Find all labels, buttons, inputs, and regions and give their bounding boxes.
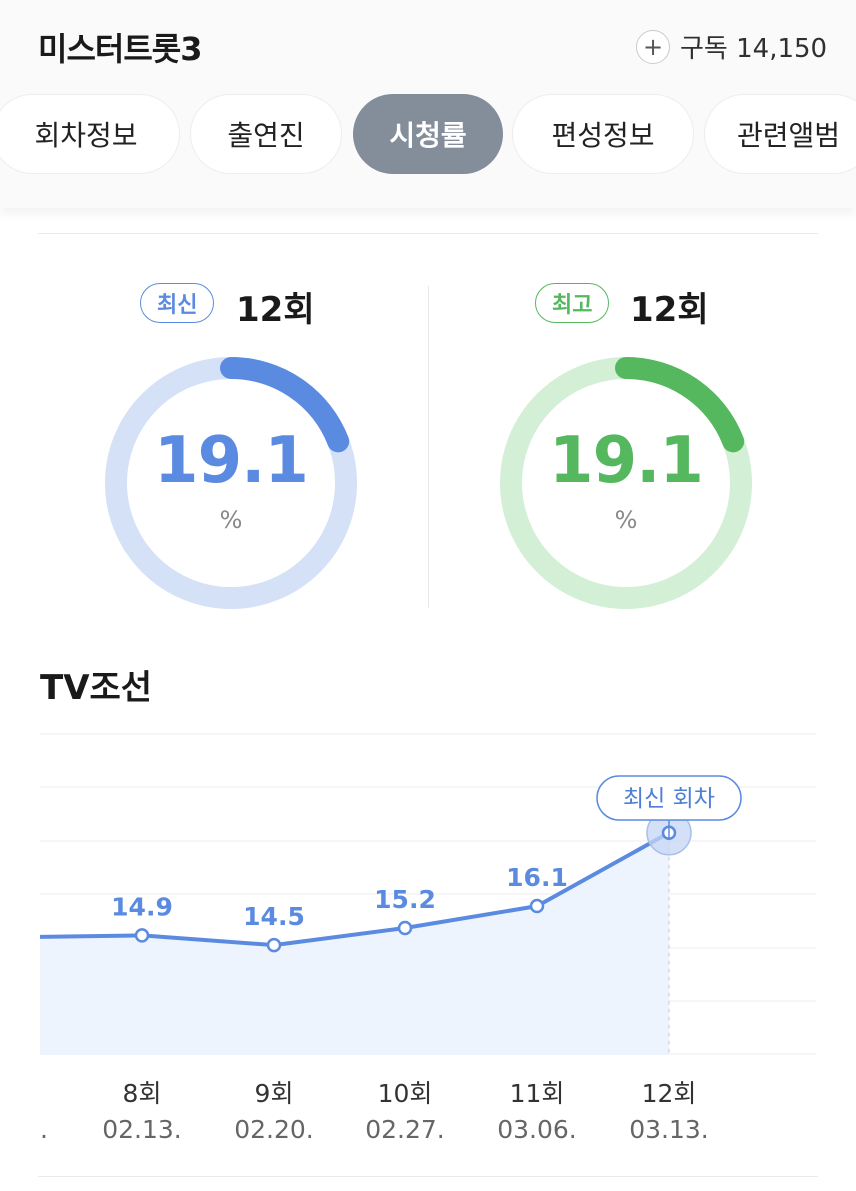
section-divider	[38, 233, 818, 234]
x-tick-label: 12회	[642, 1079, 697, 1108]
data-label: 16.1	[506, 863, 568, 892]
tab-ratings[interactable]: 시청률	[353, 94, 503, 174]
x-tick-label: 9회	[255, 1079, 294, 1108]
tab-related-albums[interactable]: 관련앨범	[704, 94, 856, 174]
x-date-label: 03.06.	[497, 1115, 577, 1144]
gauge-fill	[220, 357, 350, 453]
highest-rating-unit: %	[614, 506, 638, 534]
data-point	[529, 898, 545, 914]
vertical-divider	[428, 286, 429, 608]
callout-bubble	[596, 775, 742, 821]
data-point	[266, 937, 282, 953]
series-line	[39, 831, 670, 948]
x-date-label: 03.13.	[629, 1115, 709, 1144]
x-tick-label: 10회	[378, 1079, 433, 1108]
x-date-label: 02.20.	[234, 1115, 314, 1144]
program-header: 미스터트롯3 + 구독 14,150 회차정보 출연진 시청률 편성정보 관련앨…	[0, 0, 856, 208]
data-label: 15.2	[374, 885, 436, 914]
x-tick-label: 8회	[123, 1079, 162, 1108]
subscribe-label: 구독 14,150	[680, 34, 828, 64]
x-tick-label: 11회	[510, 1079, 565, 1108]
x-date-label-partial: .	[40, 1115, 48, 1144]
tab-schedule[interactable]: 편성정보	[512, 94, 694, 174]
latest-rating-gauge	[105, 357, 357, 609]
highest-rating-gauge	[500, 357, 752, 609]
latest-badge: 최신	[140, 283, 215, 323]
tab-episode-info[interactable]: 회차정보	[0, 94, 180, 174]
program-title: 미스터트롯3	[38, 30, 202, 68]
data-point	[134, 928, 150, 943]
highest-episode: 12회	[630, 290, 709, 330]
bottom-divider	[38, 1176, 818, 1177]
x-date-label: 02.13.	[102, 1115, 182, 1144]
channel-title: TV조선	[40, 668, 153, 708]
data-point	[397, 920, 413, 936]
ratings-line-chart: 14.9 8회 02.13. 14.5 9회 02.20. 15.2 10회 02.27. 16.…	[39, 733, 816, 1144]
tab-bar: 회차정보 출연진 시청률 편성정보 관련앨범	[0, 94, 856, 174]
tab-cast[interactable]: 출연진	[190, 94, 342, 174]
data-label: 14.5	[243, 902, 305, 931]
highest-rating-value: 19.1	[549, 424, 704, 498]
latest-episode: 12회	[236, 290, 315, 330]
highest-badge: 최고	[535, 283, 610, 323]
callout-label: 최신 회차	[623, 786, 715, 812]
area-fill	[40, 832, 669, 1055]
latest-rating-value: 19.1	[154, 424, 309, 498]
data-label: 14.9	[111, 892, 173, 921]
latest-rating-unit: %	[219, 506, 243, 534]
gauge-fill	[615, 357, 745, 453]
subscribe-button[interactable]: + 구독 14,150	[636, 28, 827, 65]
plus-icon: +	[636, 29, 670, 64]
x-date-label: 02.27.	[365, 1115, 445, 1144]
